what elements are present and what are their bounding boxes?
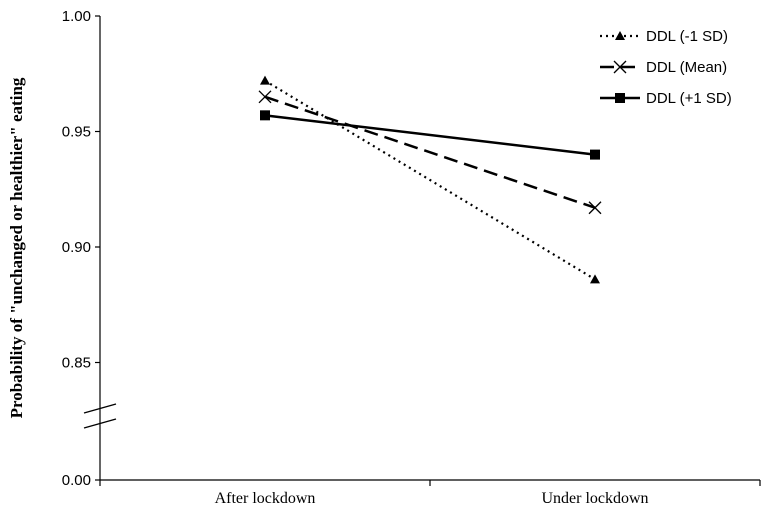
legend-label: DDL (-1 SD) [646, 28, 728, 45]
axis-break-icon [83, 403, 117, 429]
y-tick-label: 0.00 [62, 472, 91, 489]
data-point [590, 149, 600, 160]
x-tick-label: Under lockdown [541, 490, 648, 507]
y-tick-label: 0.90 [62, 239, 91, 256]
legend-marker [615, 93, 625, 103]
legend-label: DDL (Mean) [646, 59, 727, 76]
y-axis-label: Probability of "unchanged or healthier" … [7, 77, 26, 418]
x-tick-label: After lockdown [215, 490, 316, 507]
series-x [258, 90, 602, 215]
legend-marker [615, 31, 625, 40]
series-square [260, 110, 600, 160]
series-layer [258, 75, 602, 284]
y-ticks: 1.00 0.95 0.90 0.85 0.00 [62, 8, 100, 489]
y-tick-label: 0.95 [62, 124, 91, 141]
series-line [264, 114, 596, 156]
data-point [588, 201, 602, 215]
series-triangle [260, 75, 600, 284]
legend-item: DDL (Mean) [600, 59, 727, 76]
y-tick-label: 0.85 [62, 355, 91, 372]
legend-label: DDL (+1 SD) [646, 90, 732, 107]
data-point [258, 90, 272, 104]
x-ticks: After lockdown Under lockdown [99, 480, 761, 507]
series-line [264, 79, 596, 281]
series-line [264, 95, 596, 209]
data-point [260, 110, 270, 121]
data-point [260, 75, 270, 85]
legend: DDL (-1 SD) DDL (Mean) DDL (+1 SD) [600, 28, 732, 107]
legend-marker [613, 60, 627, 74]
y-tick-label: 1.00 [62, 8, 91, 25]
legend-item: DDL (-1 SD) [600, 28, 728, 45]
data-point [590, 274, 600, 284]
legend-item: DDL (+1 SD) [600, 90, 732, 107]
